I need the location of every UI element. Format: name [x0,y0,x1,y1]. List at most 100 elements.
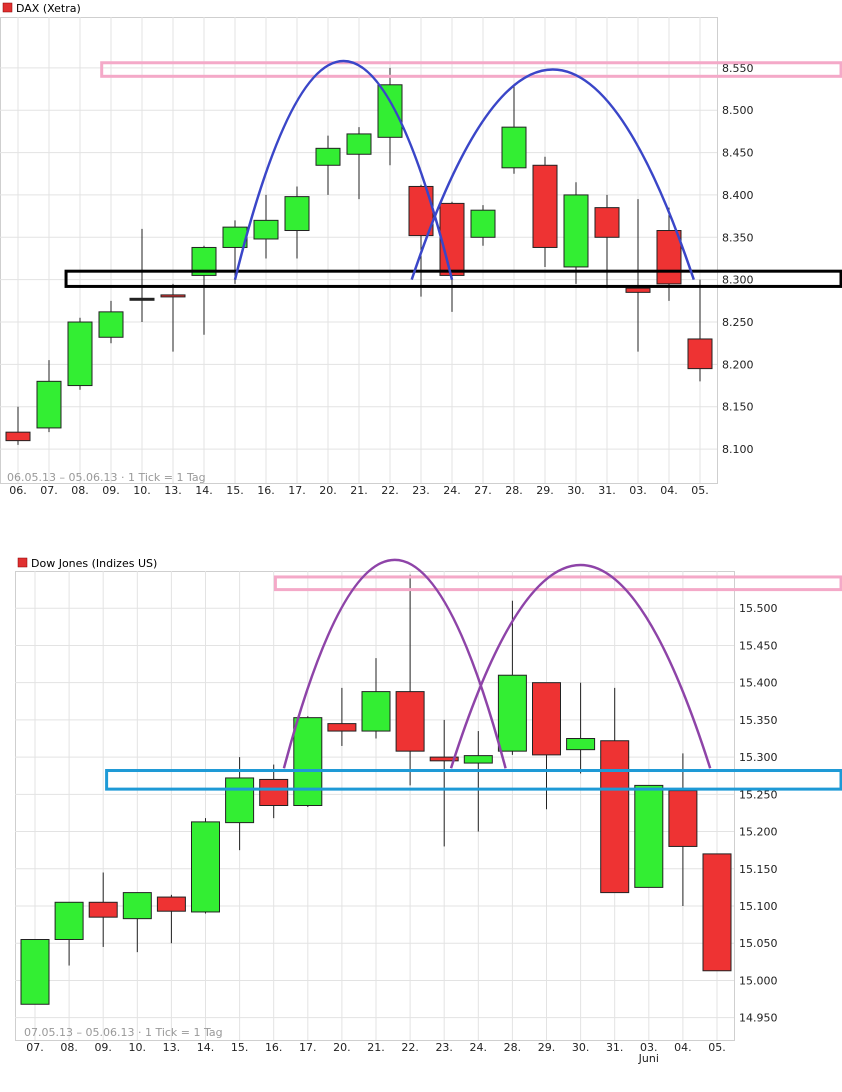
candle-body [191,821,220,913]
candle-body [594,207,620,238]
y-tick-label: 15.050 [739,937,778,950]
support-zone [64,269,842,288]
x-tick-label: 13. [164,484,182,497]
candle [532,682,561,810]
x-tick-label: 27. [474,484,492,497]
x-tick-label: 05. [708,1041,726,1054]
y-tick-label: 15.350 [739,714,778,727]
candle-body [67,321,93,387]
candle [566,682,596,774]
x-tick-label: 08. [60,1041,78,1054]
candle [395,574,425,786]
x-tick-label: 17. [299,1041,317,1054]
resistance-zone [273,575,842,592]
y-tick-label: 8.400 [722,189,754,202]
candle [160,283,186,352]
candle [259,764,289,819]
candle [532,156,558,267]
x-tick-label: 28. [505,484,523,497]
candle-body [439,202,465,276]
candle [687,279,713,382]
candle [634,784,664,888]
candle-body [98,311,124,338]
candle [122,892,152,953]
x-tick-label: 30. [572,1041,590,1054]
x-tick-label: 21. [350,484,368,497]
candle-body [668,790,698,847]
y-tick-label: 8.200 [722,358,754,371]
candle [439,201,465,312]
candle [293,716,323,807]
pattern-arc [233,59,454,280]
candle-body [20,939,50,1005]
candle [327,687,357,746]
candle [222,220,248,284]
candle-body [225,777,255,824]
x-tick-label: 04. [674,1041,692,1054]
chart-title: DAX (Xetra) [16,2,81,15]
candle [346,127,372,200]
x-tick-label: 08. [71,484,89,497]
x-tick-sublabel: Juni [638,1052,659,1065]
y-tick-label: 8.450 [722,147,754,160]
candle-body [88,901,118,918]
x-tick-label: 24. [470,1041,488,1054]
x-tick-label: 16. [257,484,275,497]
x-tick-label: 29. [538,1041,556,1054]
chart-info: 07.05.13 – 05.06.13 · 1 Tick = 1 Tag [24,1026,223,1039]
candle-body [656,230,682,285]
candle [408,184,434,297]
y-tick-label: 15.450 [739,639,778,652]
candle [191,818,220,914]
x-tick-label: 13. [163,1041,181,1054]
y-tick-label: 15.500 [739,602,778,615]
candle [54,901,84,966]
y-tick-label: 15.300 [739,751,778,764]
candle-body [36,380,62,429]
candle [429,719,459,847]
x-tick-label: 31. [598,484,616,497]
candle [625,199,651,352]
legend-swatch [17,557,28,568]
y-tick-label: 15.000 [739,974,778,987]
resistance-zone [100,61,842,78]
candle-body [361,691,391,732]
x-tick-label: 21. [367,1041,385,1054]
candle-body [315,147,341,166]
x-tick-label: 07. [40,484,58,497]
candle-body [563,194,589,268]
x-tick-label: 06. [9,484,27,497]
x-tick-label: 24. [443,484,461,497]
x-tick-label: 07. [26,1041,44,1054]
candle-body [625,287,651,293]
candle [5,406,31,445]
pattern-arc [282,558,507,769]
y-tick-label: 15.100 [739,900,778,913]
candle-body [156,896,186,912]
x-tick-label: 20. [319,484,337,497]
candle-body [532,682,561,756]
candle [88,872,118,947]
candle [463,731,493,832]
candle-body [470,209,496,238]
candle [377,67,403,166]
x-tick-label: 23. [435,1041,453,1054]
candle [129,228,155,323]
candle-body [395,691,425,752]
candle [361,658,391,739]
support-zone [105,769,842,791]
y-tick-label: 8.350 [722,231,754,244]
candle [501,84,527,174]
candle-body [429,756,459,762]
candle-body [259,778,289,807]
y-tick-label: 8.250 [722,316,754,329]
candle-body [634,784,664,888]
candle [284,186,310,259]
candle-body [54,901,84,940]
x-tick-label: 28. [504,1041,522,1054]
candle [20,939,50,1005]
legend-swatch [2,2,13,13]
x-tick-label: 29. [536,484,554,497]
dow-jones-chart: 14.95015.00015.05015.10015.15015.20015.2… [15,557,842,1065]
